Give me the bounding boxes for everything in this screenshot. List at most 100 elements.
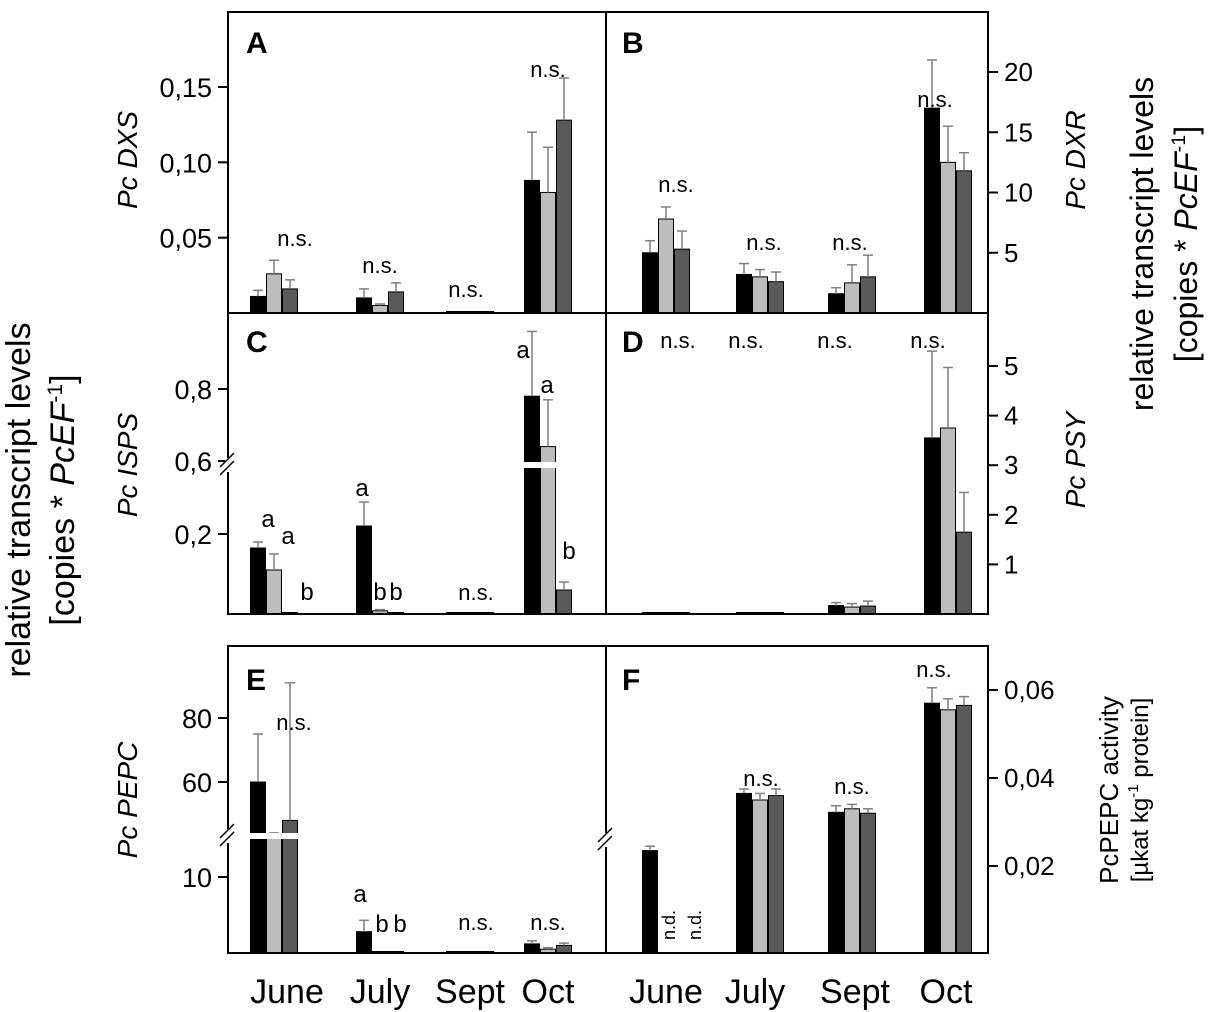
significance-label: b <box>389 579 402 606</box>
bar <box>356 931 372 954</box>
significance-label: a <box>540 372 554 399</box>
axis-break-mark <box>597 827 613 843</box>
significance-label: n.s. <box>728 328 763 353</box>
y-tick-label: 0,02 <box>1004 851 1055 881</box>
axis-break-mask <box>603 833 609 847</box>
significance-label: n.s. <box>458 910 493 935</box>
panel-f <box>642 687 972 954</box>
bar <box>768 281 784 314</box>
not-determined-label: n.d. <box>659 910 679 940</box>
bar <box>372 304 388 314</box>
y-tick-label: 20 <box>1004 57 1033 87</box>
pepc-activity-label-line1: PcPEPC activity <box>1094 696 1124 884</box>
significance-label: a <box>516 337 530 364</box>
left-ylabel-line2: [copies * PcEF-1] <box>44 374 82 625</box>
y-tick-label: 3 <box>1004 450 1018 480</box>
y-tick-label: 0,6 <box>174 447 212 477</box>
x-category-label: Oct <box>920 973 973 1011</box>
significance-label: n.s. <box>448 277 483 302</box>
significance-label: n.s. <box>832 230 867 255</box>
y-tick-label: 0,8 <box>174 375 212 405</box>
significance-label: b <box>375 911 388 938</box>
axis-break-gap <box>229 462 605 468</box>
bar <box>266 834 282 954</box>
panel-letter-d: D <box>622 326 644 359</box>
x-category-label: July <box>725 973 785 1011</box>
axis-break-mark <box>219 460 235 476</box>
significance-label: n.s. <box>658 172 693 197</box>
bar <box>250 295 266 314</box>
bar <box>736 792 752 954</box>
significance-label: n.s. <box>834 774 869 799</box>
panel-a <box>250 77 572 314</box>
significance-label: n.s. <box>660 328 695 353</box>
axis-break-mask <box>225 829 231 843</box>
y-tick-label: 0,06 <box>1004 675 1055 705</box>
y-tick-label: 1 <box>1004 549 1018 579</box>
bar <box>556 589 572 615</box>
bar <box>828 811 844 954</box>
y-tick-label: 15 <box>1004 117 1033 147</box>
bar <box>752 799 768 954</box>
panel-letter-e: E <box>246 664 266 697</box>
y-tick-label: 10 <box>182 863 212 893</box>
panel-ylabel-e: Pc PEPC <box>112 741 143 858</box>
bar <box>642 252 658 314</box>
significance-label: n.s. <box>746 230 781 255</box>
y-tick-label: 80 <box>182 704 212 734</box>
bar <box>956 531 972 615</box>
bar <box>860 276 876 314</box>
panel-ylabel-a: Pc DXS <box>112 111 143 209</box>
x-category-label: Sept <box>435 973 505 1011</box>
right-ylabel-line2: [copies * PcEF-1] <box>1168 126 1204 362</box>
significance-label: n.s. <box>362 253 397 278</box>
axis-break-mark <box>219 452 235 468</box>
significance-label: a <box>261 506 275 533</box>
right-ylabel: relative transcript levels [copies * PcEF… <box>1124 77 1204 411</box>
bar <box>658 218 674 314</box>
panel-letter-c: C <box>246 326 268 359</box>
significance-label: b <box>393 911 406 938</box>
bar <box>736 273 752 314</box>
y-tick-label: 0,2 <box>174 520 212 550</box>
y-tick-label: 4 <box>1004 401 1018 431</box>
y-tick-label: 2 <box>1004 500 1018 530</box>
bar <box>844 606 860 615</box>
significance-label: n.s. <box>910 328 945 353</box>
significance-label: b <box>562 538 575 565</box>
bar <box>540 191 556 314</box>
significance-label: a <box>281 523 295 550</box>
bar <box>940 427 956 615</box>
x-category-label: June <box>629 973 703 1011</box>
y-tick-label: 5 <box>1004 351 1018 381</box>
panel-letter-b: B <box>622 27 644 60</box>
panel-ylabel-d: Pc PSY <box>1060 409 1091 508</box>
left-ylabel: relative transcript levels [copies * PcEF… <box>0 322 82 677</box>
significance-label: b <box>300 579 313 606</box>
bar <box>556 944 572 954</box>
not-determined-label: n.d. <box>685 910 705 940</box>
y-tick-label: 0,05 <box>159 224 212 254</box>
bar <box>282 288 298 314</box>
axis-break-mask <box>225 458 231 472</box>
bar <box>768 795 784 954</box>
left-ylabel-line1: relative transcript levels <box>0 322 38 677</box>
x-category-label: Sept <box>820 973 890 1011</box>
bar <box>250 781 266 954</box>
pepc-activity-label: PcPEPC activity [µkat kg-1 protein] <box>1094 696 1154 884</box>
axis-break-mark <box>219 823 235 839</box>
panel-d <box>642 350 972 615</box>
panel-ylabel-c: Pc ISPS <box>112 413 143 518</box>
y-tick-label: 60 <box>182 768 212 798</box>
bar <box>524 395 540 615</box>
panel-ylabel-b: Pc DXR <box>1060 110 1091 210</box>
panel-c <box>229 330 605 615</box>
bar <box>642 850 658 954</box>
pepc-activity-label-line2: [µkat kg-1 protein] <box>1125 698 1154 883</box>
bar <box>540 446 556 615</box>
bar <box>956 170 972 314</box>
panel-letter-a: A <box>246 27 268 60</box>
bar <box>860 605 876 615</box>
bar <box>860 812 876 954</box>
